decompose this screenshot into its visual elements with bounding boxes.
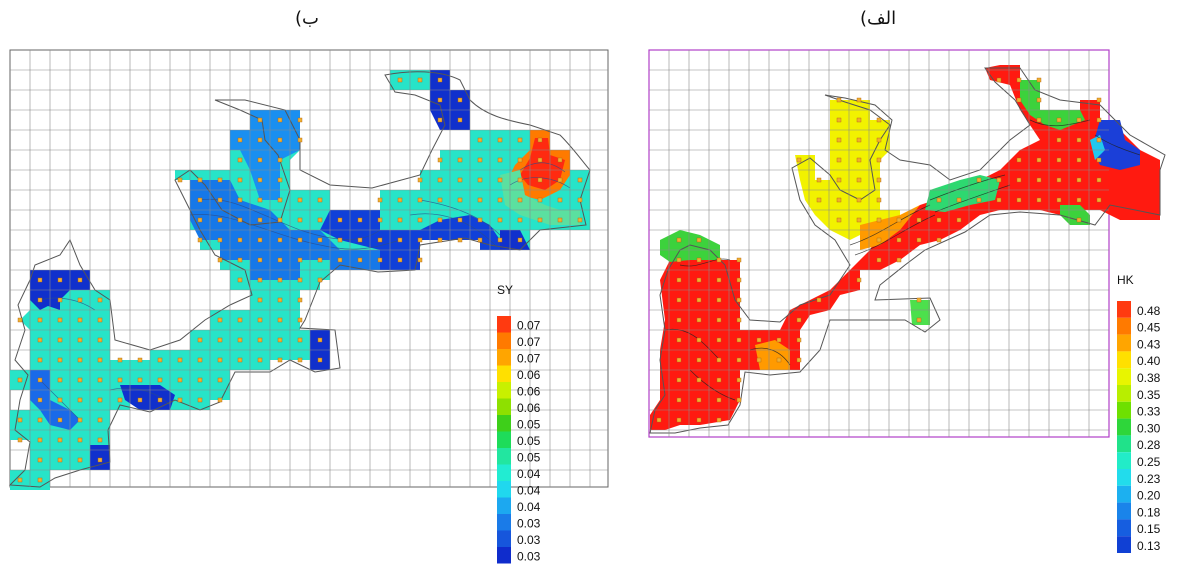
sy-legend: SY 0.07 0.07 0.07 0.06 0.06 0.06 0.05 0.05 0.05 0… <box>497 283 541 564</box>
map-caption-alef: الف) <box>860 8 897 29</box>
legend-label: 0.40 <box>1137 354 1161 368</box>
sy-zone-blue-sw2 <box>30 370 80 430</box>
legend-swatch <box>497 497 511 514</box>
hk-zone-blue <box>1092 120 1140 170</box>
legend-swatch <box>497 349 511 366</box>
legend-swatch <box>1117 317 1131 335</box>
sy-zone-red <box>520 138 565 190</box>
legend-label: 0.15 <box>1137 522 1161 536</box>
legend-label: 0.07 <box>517 319 541 333</box>
legend-swatch <box>497 415 511 432</box>
legend-label: 0.04 <box>517 500 541 514</box>
legend-swatch <box>497 448 511 465</box>
sy-zone-darkblue-east <box>500 230 530 250</box>
legend-swatch <box>497 316 511 333</box>
legend-label: 0.13 <box>1137 539 1161 553</box>
legend-swatch <box>497 365 511 382</box>
hk-legend-title: HK <box>1117 273 1134 287</box>
legend-swatch <box>497 547 511 564</box>
legend-swatch <box>1117 334 1131 352</box>
legend-swatch <box>1117 418 1131 436</box>
hk-model-grid <box>649 50 1109 437</box>
hk-map <box>648 49 1166 438</box>
legend-swatch <box>1117 385 1131 402</box>
hk-zone-green-mid <box>925 175 1000 212</box>
legend-label: 0.20 <box>1137 489 1161 503</box>
legend-swatch <box>1117 301 1131 318</box>
legend-label: 0.07 <box>517 352 541 366</box>
legend-swatch <box>497 514 511 531</box>
legend-swatch <box>497 530 511 547</box>
hk-aquifer-boundary <box>649 67 1166 434</box>
hk-zone-orange-1 <box>860 205 920 250</box>
legend-label: 0.38 <box>1137 371 1161 385</box>
legend-swatch <box>497 464 511 481</box>
legend-label: 0.43 <box>1137 337 1161 351</box>
legend-label: 0.35 <box>1137 388 1161 402</box>
hk-zone-green-west <box>660 230 720 262</box>
legend-swatch <box>1117 485 1131 503</box>
legend-label: 0.05 <box>517 434 541 448</box>
legend-swatch <box>497 398 511 415</box>
hk-legend: HK 0.48 0.45 0.43 0.40 0.38 0.35 0.33 0.30 0.28 0… <box>1117 273 1161 553</box>
legend-swatch <box>1117 401 1131 419</box>
legend-swatch <box>1117 502 1131 520</box>
legend-label: 0.06 <box>517 368 541 382</box>
legend-swatch <box>497 332 511 349</box>
legend-label: 0.18 <box>1137 505 1161 519</box>
legend-label: 0.07 <box>517 335 541 349</box>
legend-label: 0.03 <box>517 517 541 531</box>
legend-swatch <box>1117 536 1131 553</box>
legend-swatch <box>497 382 511 399</box>
hk-zone-orange-2 <box>755 340 790 370</box>
sy-zone-green-east <box>500 170 580 225</box>
legend-swatch <box>497 481 511 498</box>
sy-legend-title: SY <box>497 283 513 297</box>
legend-swatch <box>497 431 511 448</box>
legend-label: 0.03 <box>517 533 541 547</box>
legend-label: 0.48 <box>1137 304 1161 318</box>
hk-zone-cyan <box>1090 135 1105 160</box>
legend-label: 0.33 <box>1137 405 1161 419</box>
sy-zone-blue-upper <box>230 110 300 200</box>
legend-swatch <box>1117 452 1131 469</box>
legend-label: 0.30 <box>1137 421 1161 435</box>
legend-label: 0.25 <box>1137 455 1161 469</box>
legend-swatch <box>1117 351 1131 369</box>
legend-label: 0.04 <box>517 467 541 481</box>
legend-swatch <box>1117 368 1131 385</box>
legend-swatch <box>1117 469 1131 486</box>
legend-swatch <box>1117 435 1131 453</box>
sy-zone-darkblue-sw3 <box>120 385 175 410</box>
legend-label: 0.03 <box>517 550 541 564</box>
sy-observation-points <box>17 77 583 483</box>
legend-label: 0.05 <box>517 418 541 432</box>
legend-label: 0.23 <box>1137 472 1161 486</box>
legend-label: 0.05 <box>517 451 541 465</box>
legend-label: 0.06 <box>517 385 541 399</box>
legend-label: 0.06 <box>517 401 541 415</box>
hk-observation-points <box>656 77 1102 423</box>
legend-label: 0.45 <box>1137 321 1161 335</box>
legend-swatch <box>1117 519 1131 537</box>
map-caption-b: ب) <box>295 8 319 29</box>
legend-label: 0.28 <box>1137 438 1161 452</box>
hk-zone-green-south <box>910 300 930 325</box>
legend-label: 0.04 <box>517 484 541 498</box>
